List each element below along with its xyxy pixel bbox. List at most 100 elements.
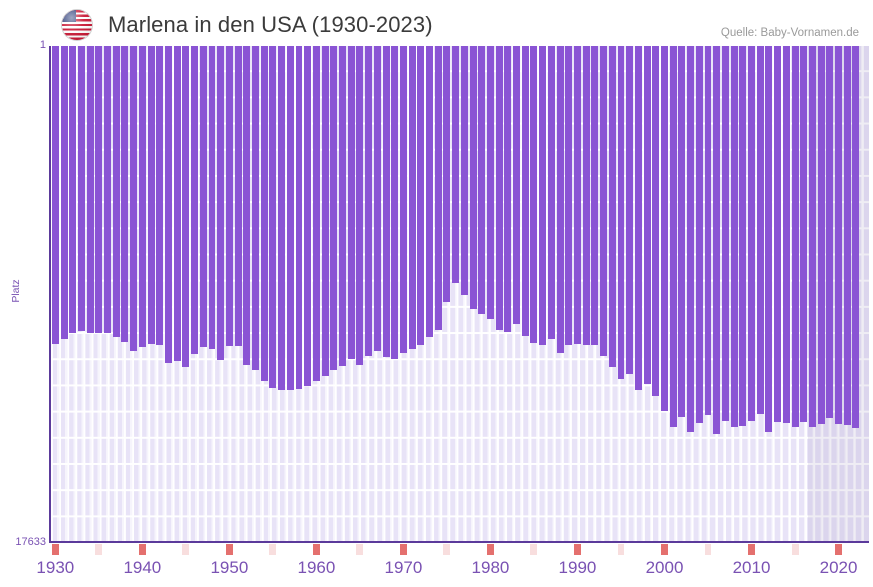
x-tick-minor [704,544,712,555]
bar[interactable] [782,46,790,424]
bar[interactable] [408,46,416,350]
bar[interactable] [208,46,216,349]
bar[interactable] [817,46,825,424]
bar[interactable] [339,46,346,366]
bar[interactable] [77,46,85,332]
bar[interactable] [765,46,773,432]
bar[interactable] [530,46,538,344]
bar[interactable] [791,46,799,428]
bar[interactable] [574,46,581,344]
bar[interactable] [217,46,225,360]
bar[interactable] [121,46,129,342]
bar[interactable] [173,46,181,362]
bar[interactable] [721,46,729,421]
bar[interactable] [835,46,842,424]
bar[interactable] [678,46,686,418]
bar[interactable] [278,46,286,391]
bar[interactable] [443,46,451,302]
bar[interactable] [399,46,407,354]
bar[interactable] [661,46,668,411]
bar[interactable] [347,46,355,360]
bar[interactable] [156,46,164,346]
x-axis-tick-label: 1940 [123,558,162,577]
bar[interactable] [504,46,512,332]
bar[interactable] [365,46,373,357]
bar[interactable] [495,46,503,330]
bar[interactable] [469,46,477,310]
us-flag-icon [62,10,92,40]
bar[interactable] [704,46,712,415]
bar[interactable] [182,46,190,368]
bar[interactable] [756,46,764,414]
bar[interactable] [130,46,138,351]
bar[interactable] [826,46,834,419]
bar[interactable] [565,46,573,345]
bar[interactable] [643,46,651,385]
bar[interactable] [286,46,294,390]
bar[interactable] [687,46,695,433]
bar[interactable] [86,46,94,333]
bar[interactable] [104,46,112,333]
bar[interactable] [269,46,277,389]
bar[interactable] [60,46,68,339]
bar[interactable] [391,46,399,359]
bar[interactable] [730,46,738,427]
bar[interactable] [626,46,634,374]
bar[interactable] [295,46,303,390]
bar[interactable] [225,46,233,347]
bar[interactable] [695,46,703,424]
bar[interactable] [417,46,425,346]
bar[interactable] [748,46,755,421]
bar[interactable] [199,46,207,347]
bar[interactable] [138,46,146,347]
bar[interactable] [634,46,642,391]
bar[interactable] [669,46,677,427]
bar[interactable] [147,46,155,344]
bar[interactable] [373,46,381,351]
x-tick-major [574,544,581,555]
bar[interactable] [112,46,120,337]
bar[interactable] [51,46,59,345]
bar[interactable] [582,46,590,346]
bar[interactable] [774,46,782,422]
bar[interactable] [800,46,808,422]
bar[interactable] [617,46,625,379]
bar[interactable] [312,46,320,382]
bar[interactable] [513,46,521,325]
bar[interactable] [591,46,599,345]
bar[interactable] [356,46,364,366]
bar[interactable] [478,46,486,315]
bar[interactable] [843,46,851,426]
bar[interactable] [652,46,660,396]
bar[interactable] [600,46,608,357]
bar[interactable] [556,46,564,354]
bar[interactable] [330,46,338,371]
bar[interactable] [713,46,721,434]
bar[interactable] [547,46,555,340]
bar[interactable] [808,46,816,427]
bar[interactable] [739,46,747,426]
bar[interactable] [486,46,494,320]
y-axis-tick-top: 1 [39,39,46,51]
bar[interactable] [852,46,860,429]
bar[interactable] [260,46,268,381]
bar[interactable] [69,46,77,333]
bar[interactable] [252,46,259,371]
bar[interactable] [426,46,433,338]
bar[interactable] [521,46,529,337]
bar[interactable] [460,46,468,296]
bar[interactable] [608,46,616,368]
bar[interactable] [234,46,242,346]
bar[interactable] [191,46,199,354]
bar[interactable] [304,46,312,387]
plot-area [51,46,869,543]
bar[interactable] [243,46,251,366]
bar[interactable] [434,46,442,331]
bar[interactable] [321,46,329,376]
bar[interactable] [452,46,460,284]
bar[interactable] [165,46,172,363]
bar[interactable] [382,46,390,358]
x-tick-minor [269,544,277,555]
bar[interactable] [95,46,103,334]
bar[interactable] [539,46,547,345]
